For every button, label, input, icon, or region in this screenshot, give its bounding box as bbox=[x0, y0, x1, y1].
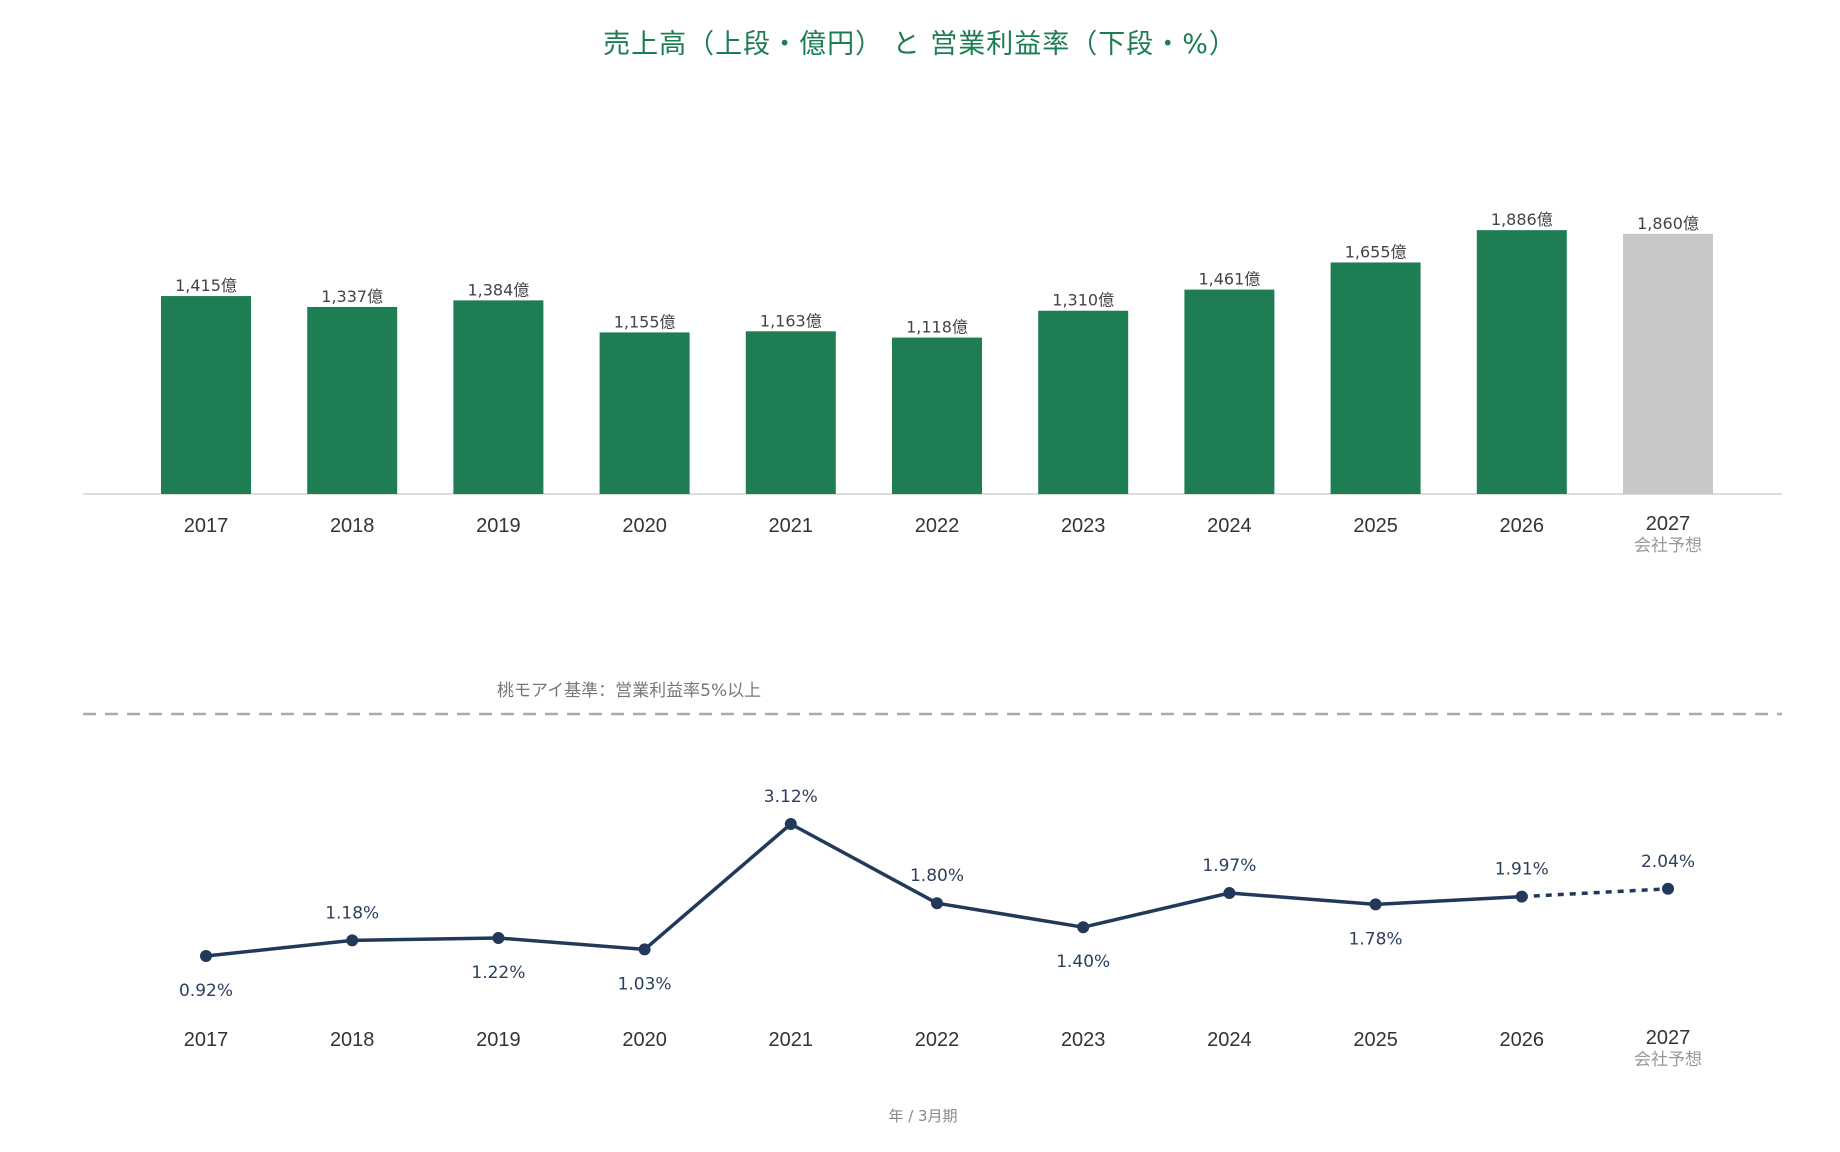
x-tick-label: 2026 bbox=[1500, 1029, 1545, 1051]
line-point-2026 bbox=[1515, 890, 1528, 903]
bar-value-label: 1,310億 bbox=[1052, 291, 1114, 310]
operating-margin-line bbox=[205, 822, 1522, 958]
x-tick-label: 2026 bbox=[1500, 515, 1545, 537]
line-value-label: 1.22% bbox=[471, 963, 525, 983]
x-tick-label: 2027 bbox=[1646, 1027, 1691, 1049]
line-point-2027 bbox=[1662, 882, 1674, 895]
bar-chart-x-axis: 2017 2018 2019 2020 2021 2022 2023 2024 2025 2026… bbox=[184, 513, 1702, 556]
x-tick-label: 2024 bbox=[1207, 515, 1252, 537]
x-tick-label: 2021 bbox=[769, 515, 814, 537]
bar-value-label: 1,337億 bbox=[321, 287, 383, 306]
line-point-2022 bbox=[931, 897, 943, 910]
bar-value-label: 1,461億 bbox=[1198, 270, 1260, 289]
line-point-2021 bbox=[784, 818, 797, 830]
bar-2027 bbox=[1623, 233, 1713, 494]
x-tick-label: 2020 bbox=[622, 1029, 667, 1051]
x-tick-label: 2018 bbox=[330, 1029, 375, 1051]
x-tick-label: 2023 bbox=[1061, 1029, 1106, 1051]
x-tick-label: 2021 bbox=[769, 1029, 814, 1051]
line-point-2018 bbox=[346, 934, 359, 947]
bar-chart: 1,415億 1,337億 1,384億 1,155億 1,163億 1,118億 1,31… bbox=[161, 210, 1713, 494]
forecast-line-segment bbox=[1521, 887, 1669, 899]
x-tick-label: 2020 bbox=[622, 515, 667, 537]
line-value-label: 1.80% bbox=[910, 866, 964, 886]
bar-value-label: 1,155億 bbox=[614, 312, 676, 331]
chart-title: 売上高（上段・億円） と 営業利益率（下段・%） bbox=[603, 29, 1237, 60]
bar-value-label: 1,163億 bbox=[760, 311, 822, 330]
bar-2025 bbox=[1330, 262, 1421, 494]
line-value-label: 2.04% bbox=[1641, 852, 1695, 872]
x-tick-label: 2017 bbox=[184, 515, 229, 537]
bar-2018 bbox=[307, 306, 398, 494]
x-tick-label: 2025 bbox=[1353, 515, 1398, 537]
bar-2017 bbox=[161, 296, 251, 494]
x-tick-label: 2025 bbox=[1353, 1029, 1398, 1051]
x-tick-label: 2022 bbox=[915, 515, 960, 537]
line-point-2024 bbox=[1223, 887, 1236, 899]
bar-2020 bbox=[599, 332, 690, 494]
forecast-sublabel: 会社予想 bbox=[1634, 1050, 1702, 1070]
bar-2026 bbox=[1476, 230, 1567, 494]
line-value-label: 1.91% bbox=[1495, 860, 1549, 880]
x-tick-label: 2019 bbox=[476, 515, 521, 537]
line-value-label: 0.92% bbox=[179, 981, 233, 1001]
line-chart-x-axis: 2017 2018 2019 2020 2021 2022 2023 2024 2025 2026… bbox=[184, 1027, 1702, 1070]
bar-value-label: 1,415億 bbox=[175, 276, 237, 295]
line-value-label: 1.40% bbox=[1056, 952, 1110, 972]
line-point-2017 bbox=[200, 950, 212, 962]
reference-line-label: 桃モアイ基準：営業利益率5%以上 bbox=[497, 681, 761, 701]
line-point-2019 bbox=[492, 932, 505, 944]
bar-value-label: 1,655億 bbox=[1345, 242, 1407, 261]
x-axis-footer-label: 年 / 3月期 bbox=[888, 1107, 957, 1125]
x-tick-label: 2023 bbox=[1061, 515, 1106, 537]
x-tick-label: 2017 bbox=[184, 1029, 229, 1051]
bar-value-label: 1,118億 bbox=[906, 318, 968, 337]
line-point-2025 bbox=[1369, 898, 1382, 911]
line-point-2023 bbox=[1077, 921, 1090, 934]
line-value-label: 1.78% bbox=[1349, 929, 1403, 949]
bar-2019 bbox=[453, 300, 544, 494]
x-tick-label: 2018 bbox=[330, 515, 375, 537]
x-tick-label: 2019 bbox=[476, 1029, 521, 1051]
x-tick-label: 2022 bbox=[915, 1029, 960, 1051]
bar-value-label: 1,886億 bbox=[1491, 210, 1553, 229]
bar-value-label: 1,384億 bbox=[467, 280, 529, 299]
line-value-label: 1.03% bbox=[618, 974, 672, 994]
bar-value-label: 1,860億 bbox=[1637, 214, 1699, 233]
line-chart: 0.92% 1.18% 1.22% 1.03% 3.12% 1.80% 1.40% 1.97%… bbox=[179, 787, 1695, 1001]
bar-2022 bbox=[892, 337, 982, 494]
line-point-2020 bbox=[638, 943, 651, 956]
bar-2021 bbox=[745, 331, 836, 494]
line-value-label: 1.18% bbox=[325, 903, 379, 923]
bar-2023 bbox=[1038, 310, 1129, 494]
forecast-sublabel: 会社予想 bbox=[1634, 536, 1702, 556]
bar-2024 bbox=[1184, 289, 1275, 494]
x-tick-label: 2027 bbox=[1646, 513, 1691, 535]
x-tick-label: 2024 bbox=[1207, 1029, 1252, 1051]
line-value-label: 1.97% bbox=[1202, 856, 1256, 876]
line-value-label: 3.12% bbox=[764, 787, 818, 807]
